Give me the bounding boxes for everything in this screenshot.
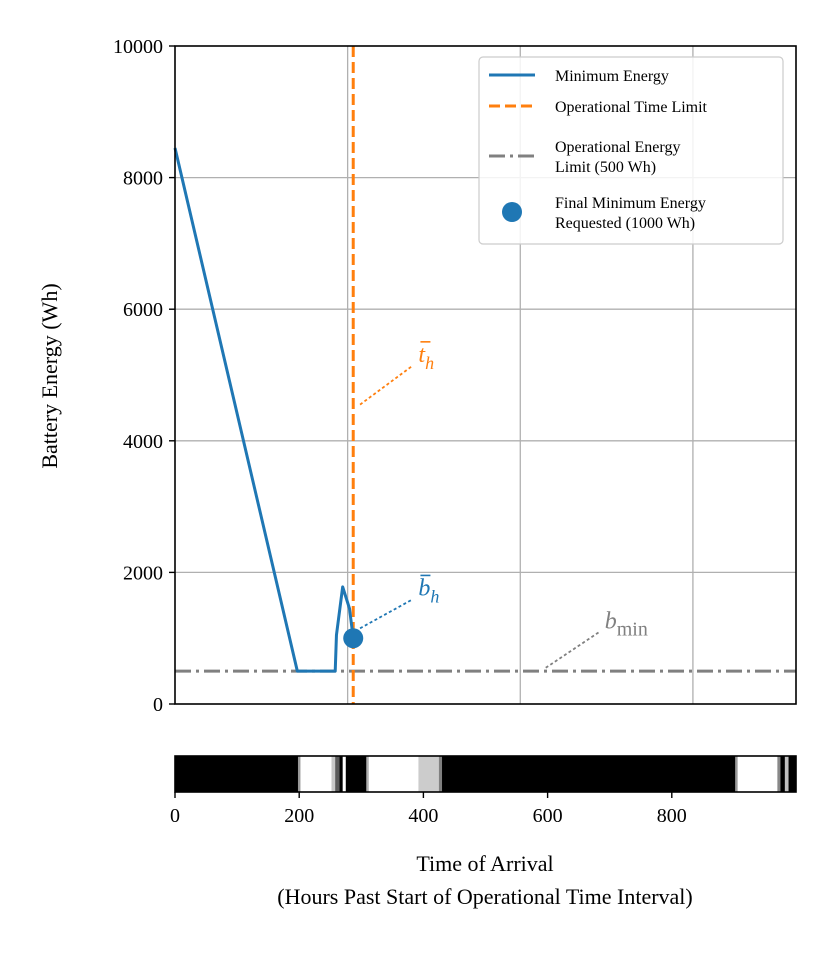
strip-frame (174, 755, 797, 793)
strip-segment (737, 756, 778, 792)
strip-segment (368, 756, 419, 792)
strip-segment (788, 756, 797, 792)
y-tick-label: 4000 (123, 431, 163, 453)
strip-segment (331, 756, 336, 792)
x-tick-label: 800 (657, 805, 687, 827)
availability-strip (174, 755, 797, 793)
x-tick-label: 400 (408, 805, 438, 827)
strip-segment (339, 756, 344, 792)
annotation-leader-b_min (545, 631, 600, 669)
strip-segment (438, 756, 443, 792)
strip-segment (780, 756, 786, 792)
legend-label: Limit (500 Wh) (555, 159, 656, 176)
legend-box (478, 56, 784, 245)
annotation-b_min: bmin (605, 608, 648, 640)
x-tick-label: 0 (170, 805, 180, 827)
legend-label: Requested (1000 Wh) (555, 215, 695, 232)
x-axis-label-line1: Time of Arrival (416, 851, 553, 876)
y-tick-label: 8000 (123, 168, 163, 190)
series-line-minimum-energy (173, 147, 355, 673)
strip-segment (366, 756, 370, 792)
annotation-leader-b_h (359, 598, 413, 630)
x-tick-label: 600 (533, 805, 563, 827)
strip-segment (735, 756, 739, 792)
strip-segment (297, 756, 301, 792)
final-minimum-energy-point (343, 628, 364, 649)
strip-segment (342, 756, 347, 792)
strip-segment (175, 756, 299, 792)
legend: Minimum Energy Operational Time Limit Oper… (478, 56, 784, 245)
y-tick-label: 10000 (113, 36, 163, 58)
y-tick-label: 0 (153, 694, 163, 716)
legend-label: Minimum Energy (555, 68, 669, 85)
strip-segment (418, 756, 440, 792)
annotations: th bh bmin (359, 341, 648, 669)
strip-axis-ticks: 0 200 400 600 800 (170, 792, 687, 827)
main-plot: 0 2000 4000 6000 8000 10000 th bh bmin Minimum … (113, 36, 797, 716)
x-axis-label-line2: (Hours Past Start of Operational Time In… (277, 884, 693, 909)
y-tick-label: 2000 (123, 562, 163, 584)
legend-swatch-marker (502, 202, 522, 222)
main-plot-frame (174, 45, 797, 705)
strip-segment (784, 756, 790, 792)
x-tick-label: 200 (284, 805, 314, 827)
legend-label: Final Minimum Energy (555, 195, 706, 212)
strip-segment (335, 756, 341, 792)
annotation-t_h: th (418, 342, 434, 373)
y-axis-label: Battery Energy (Wh) (37, 283, 62, 468)
series-layer (173, 46, 796, 704)
legend-label: Operational Time Limit (555, 99, 708, 116)
legend-label: Operational Energy (555, 139, 680, 156)
axis-ticks: 0 2000 4000 6000 8000 10000 (113, 36, 175, 716)
y-tick-label: 6000 (123, 299, 163, 321)
strip-segment (777, 756, 781, 792)
strip-segment (442, 756, 736, 792)
annotation-b_h: bh (418, 575, 439, 606)
strip-segment (345, 756, 367, 792)
strip-segment (300, 756, 332, 792)
annotation-leader-t_h (359, 365, 413, 406)
